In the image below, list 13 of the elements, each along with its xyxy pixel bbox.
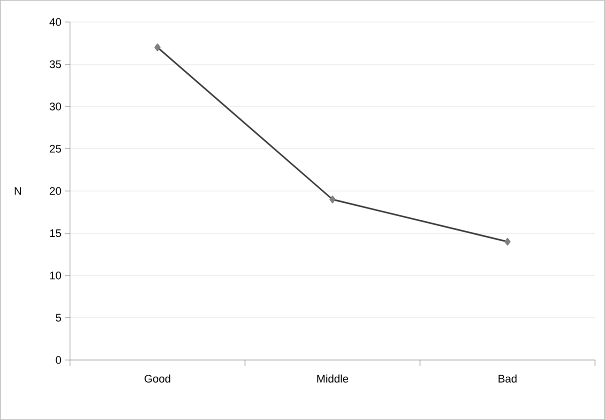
y-tick-label: 30: [50, 102, 62, 110]
x-tick-label: Middle: [317, 374, 348, 383]
y-tick-label: 40: [50, 18, 62, 26]
y-tick-label: 35: [50, 60, 62, 68]
y-tick-label: 5: [56, 314, 62, 322]
y-tick-label: 25: [50, 144, 62, 153]
y-tick-label: 20: [50, 187, 62, 195]
x-tick-label: Good: [144, 374, 170, 383]
y-tick-label: 15: [50, 229, 62, 238]
y-tick-label: 0: [56, 356, 62, 364]
x-tick-label: Bad: [498, 374, 517, 383]
y-axis-title: N: [14, 187, 21, 195]
y-tick-label: 10: [50, 272, 62, 280]
